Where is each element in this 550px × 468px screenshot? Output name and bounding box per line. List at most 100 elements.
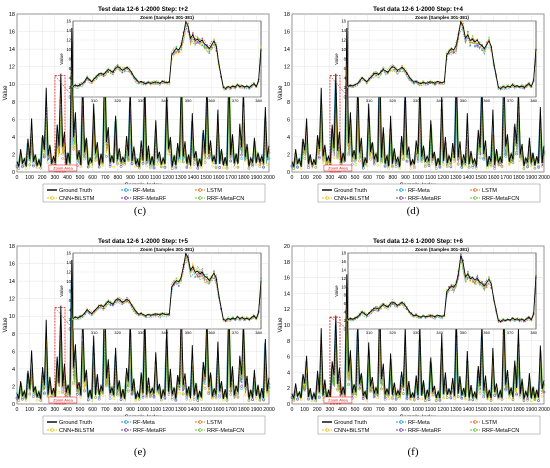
inset-marker-rrf_metafcn [137, 82, 140, 85]
inset-y-tick: 4 [69, 76, 72, 81]
inset-marker-rrf_metarf [485, 284, 488, 287]
legend-marker-rrf_metafcn [198, 428, 202, 432]
inset-marker-lstm [196, 273, 199, 275]
x-tick-label: 1900 [526, 407, 538, 413]
series-marker-rrf_metafcn [170, 167, 174, 170]
series-marker-cnn_bilstm [24, 399, 28, 402]
series-marker-rrf_metafcn [214, 165, 218, 169]
series-marker-rrf_metafcn [203, 382, 207, 386]
legend-marker-rrf_metafcn [473, 196, 477, 200]
y-tick-label: 18 [9, 12, 15, 18]
series-marker-rrf_metafcn [39, 166, 43, 170]
x-tick-label: 1500 [475, 175, 487, 181]
inset-marker-rf_meta [203, 44, 206, 47]
series-marker-rrf_metafcn [292, 167, 296, 170]
inset-y-tick: 12 [66, 38, 71, 43]
series-marker-rrf_metarf [240, 384, 243, 388]
inset-x-tick: 380 [255, 330, 262, 335]
x-tick-label: 1300 [175, 407, 187, 413]
inset-marker-rrf_metarf [377, 309, 380, 312]
series-line-lstm [16, 307, 269, 400]
x-tick-label: 1400 [463, 407, 475, 413]
inset-marker-rrf_metafcn [455, 48, 457, 51]
inset-marker-cnn_bilstm [90, 82, 93, 84]
series-marker-rrf_metafcn [105, 154, 108, 158]
inset-marker-rrf_metafcn [109, 72, 112, 75]
inset-marker-rrf_metafcn [488, 276, 490, 278]
inset-marker-cnn_bilstm [194, 43, 197, 46]
chart-title: Test data 12-6 1-2000 Step: t+2 [98, 6, 188, 13]
series-marker-cnn_bilstm [387, 397, 391, 401]
series-marker-cnn_bilstm [189, 166, 192, 170]
series-marker-cnn_bilstm [243, 393, 247, 396]
inset-marker-rrf_metafcn [90, 313, 93, 316]
series-marker-cnn_bilstm [35, 398, 39, 402]
series-marker-rrf_metafcn [28, 392, 32, 396]
inset-marker-rrf_metafcn [398, 70, 401, 73]
series-line-ground_truth [16, 28, 270, 167]
inset-y-tick: 2 [344, 85, 347, 90]
x-tick-label: 300 [50, 175, 59, 181]
series-marker-rrf_metarf [318, 156, 321, 160]
y-tick-label: 12 [284, 307, 290, 313]
inset-y-tick: 0 [344, 95, 347, 100]
series-marker-cnn_bilstm [529, 164, 533, 168]
inset-x-tick: 380 [255, 98, 262, 103]
series-marker-lstm [391, 165, 394, 169]
inset-y-tick: 12 [66, 270, 71, 275]
series-marker-rf_meta [350, 162, 354, 166]
series-marker-rrf_metarf [32, 395, 35, 399]
inset-x-tick: 330 [138, 330, 145, 335]
series-marker-rrf_metafcn [336, 388, 340, 392]
series-marker-rrf_metarf [43, 155, 46, 159]
inset-marker-rrf_metafcn [380, 72, 382, 75]
series-marker-rrf_metafcn [127, 157, 130, 161]
inset-x-tick: 330 [138, 98, 145, 103]
inset-marker-lstm [191, 31, 194, 34]
inset-marker-rrf_metafcn [184, 259, 187, 262]
series-marker-rrf_metafcn [94, 156, 97, 160]
legend-marker-rrf_metarf [399, 428, 403, 432]
legend-label: RF-Meta [133, 420, 156, 426]
series-marker-cnn_bilstm [398, 167, 402, 170]
y-tick-label: 6 [287, 355, 290, 361]
series-marker-rrf_metarf [196, 399, 200, 402]
series-marker-lstm [127, 389, 130, 393]
zoom-area-label-box [323, 396, 353, 404]
inset-x-tick: 340 [436, 330, 443, 335]
series-marker-rrf_metafcn [391, 395, 394, 399]
series-marker-rrf_metafcn [423, 399, 427, 403]
series-marker-lstm [203, 386, 207, 390]
series-marker-rf_meta [405, 397, 409, 401]
inset-y-tick: 2 [344, 318, 347, 323]
x-tick-label: 1600 [213, 175, 225, 181]
y-axis-label: Value [3, 85, 9, 101]
zoom-connector [329, 75, 349, 98]
series-marker-rf_meta [537, 164, 540, 168]
series-marker-rrf_metarf [108, 394, 112, 397]
legend-label: CNN+BiLSTM [334, 196, 370, 202]
inset-series-rf_meta [347, 252, 537, 324]
legend-label: LSTM [482, 420, 497, 426]
x-tick-label: 800 [388, 407, 397, 413]
y-tick-label: 10 [284, 82, 290, 88]
series-marker-rrf_metarf [394, 163, 398, 166]
series-marker-rrf_metarf [251, 398, 254, 402]
inset-y-tick: 12 [341, 276, 346, 281]
series-marker-rrf_metarf [290, 164, 294, 168]
inset-marker-rrf_metafcn [194, 40, 197, 43]
inset-marker-cnn_bilstm [189, 42, 192, 44]
inset-y-tick: 6 [69, 66, 72, 71]
series-marker-rrf_metafcn [402, 157, 405, 161]
legend-marker-lstm [198, 420, 202, 424]
series-marker-cnn_bilstm [79, 165, 83, 169]
inset-series-rf_meta [347, 25, 537, 91]
inset-y-tick: 10 [66, 47, 71, 52]
series-marker-rrf_metafcn [391, 164, 394, 168]
inset-marker-lstm [187, 22, 190, 25]
series-marker-cnn_bilstm [134, 398, 138, 402]
series-marker-rrf_metarf [542, 390, 546, 394]
x-tick-label: 1400 [188, 175, 200, 181]
series-marker-rrf_metarf [449, 165, 453, 169]
